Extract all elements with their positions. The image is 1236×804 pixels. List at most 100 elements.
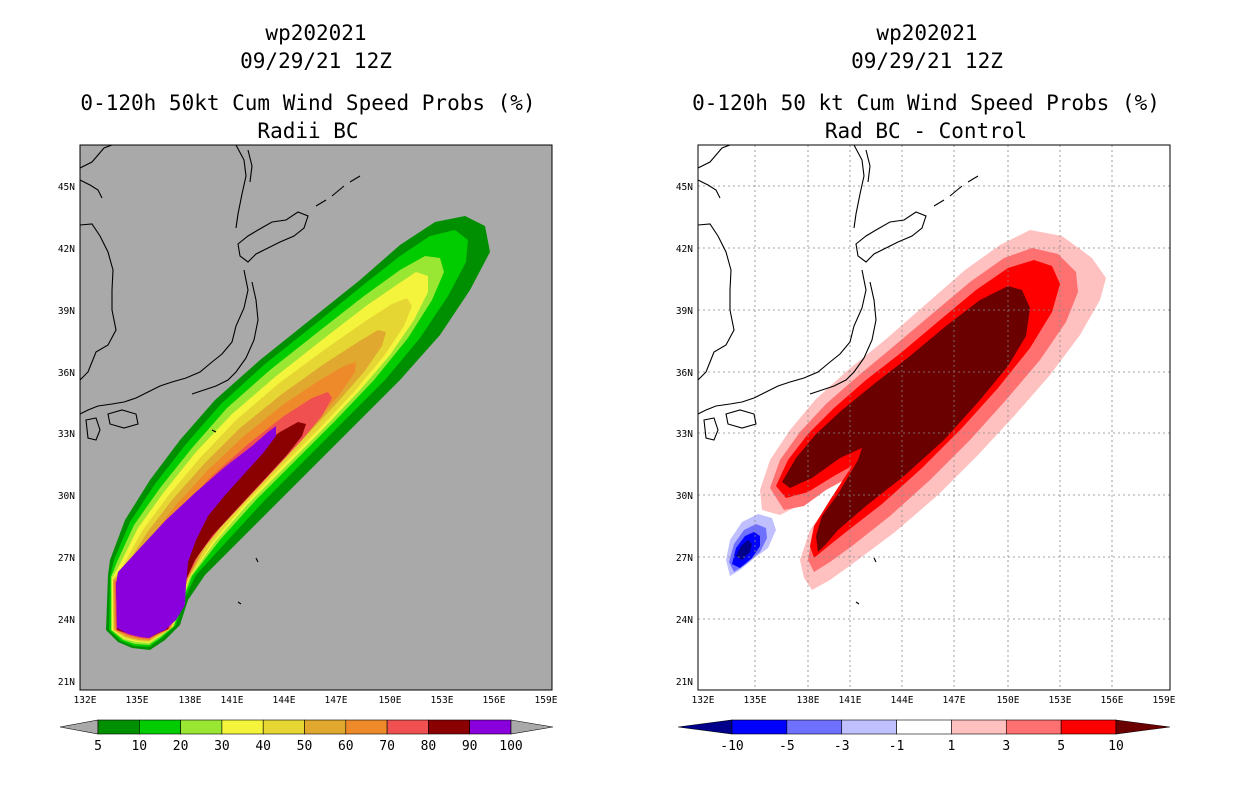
right-map-frame <box>697 144 1171 691</box>
colorbar-cell <box>345 719 388 735</box>
lat-label: 27N <box>676 553 693 564</box>
shikoku-kyushu-coast <box>85 409 139 441</box>
sakhalin-coast <box>235 145 253 229</box>
lat-label: 24N <box>676 615 693 626</box>
small-islands <box>211 429 259 605</box>
colorbar-cell <box>951 719 1007 735</box>
asia-mainland-coast <box>80 145 117 381</box>
colorbar-label: 60 <box>338 739 354 754</box>
lon-label: 147E <box>325 695 348 706</box>
lon-label: 144E <box>891 695 914 706</box>
colorbar-cell <box>896 719 952 735</box>
diff-below-neg-10 <box>736 540 752 560</box>
colorbar-label: -3 <box>834 739 850 754</box>
lat-label: 33N <box>58 429 75 440</box>
lon-label: 144E <box>273 695 296 706</box>
lon-label: 150E <box>379 695 402 706</box>
asia-mainland-coast <box>698 145 735 381</box>
contour-90 <box>116 426 276 638</box>
colorbar-label: 90 <box>462 739 478 754</box>
right-gridlines <box>698 145 1170 690</box>
lat-label: 42N <box>676 244 693 255</box>
lon-label: 138E <box>797 695 820 706</box>
right-lat-axis: 45N 42N 39N 36N 33N 30N 27N 24N 21N <box>676 182 693 688</box>
left-lat-axis: 45N 42N 39N 36N 33N 30N 27N 24N 21N <box>58 182 75 688</box>
colorbar-cell <box>731 719 788 735</box>
lon-label: 159E <box>535 695 558 706</box>
right-panel: wp202021 09/29/21 12Z 0-120h 50 kt Cum W… <box>676 21 1176 754</box>
colorbar-label: -5 <box>779 739 795 754</box>
colorbar-cells <box>677 719 1171 735</box>
kuril-islands <box>933 175 979 207</box>
shikoku-kyushu-coast <box>703 409 757 441</box>
right-subtitle: Rad BC - Control <box>825 119 1027 143</box>
lon-label: 150E <box>997 695 1020 706</box>
hokkaido-coast <box>237 211 309 263</box>
lon-label: 159E <box>1153 695 1176 706</box>
lat-label: 30N <box>676 491 693 502</box>
colorbar-label: 30 <box>214 739 230 754</box>
right-lon-axis: 132E 135E 138E 141E 144E 147E 150E 153E … <box>692 695 1176 706</box>
small-islands <box>855 557 877 605</box>
honshu-coast <box>80 269 259 415</box>
colorbar-low-arrow <box>59 719 99 735</box>
lon-label: 132E <box>692 695 715 706</box>
colorbar-cell <box>1060 719 1117 735</box>
colorbar-label: 50 <box>297 739 313 754</box>
right-title: 0-120h 50 kt Cum Wind Speed Probs (%) <box>692 91 1160 115</box>
lon-label: 132E <box>74 695 97 706</box>
colorbar-cell <box>304 719 347 735</box>
lon-label: 138E <box>179 695 202 706</box>
colorbar-cell <box>139 719 181 735</box>
colorbar-label: 1 <box>948 739 956 754</box>
lat-label: 45N <box>676 182 693 193</box>
colorbar-label: 10 <box>131 739 147 754</box>
right-storm-id: wp202021 <box>876 21 977 45</box>
colorbar-cell <box>221 719 264 735</box>
colorbar-cell <box>180 719 223 735</box>
left-probability-contours <box>106 216 490 650</box>
lat-label: 30N <box>58 491 75 502</box>
colorbar-label: -10 <box>720 739 743 754</box>
colorbar-high-arrow <box>510 719 554 735</box>
colorbar-label: 5 <box>1057 739 1065 754</box>
lat-label: 42N <box>58 244 75 255</box>
colorbar-low-arrow <box>677 719 733 735</box>
colorbar-cell <box>386 719 429 735</box>
colorbar-cell <box>1005 719 1062 735</box>
left-colorbar: 5 10 20 30 40 50 60 70 80 90 100 <box>59 719 554 754</box>
lat-label: 45N <box>58 182 75 193</box>
right-difference-contours <box>726 230 1106 590</box>
lat-label: 21N <box>676 677 693 688</box>
left-map-frame <box>79 144 553 691</box>
colorbar-cell <box>469 719 512 735</box>
colorbar-label: -1 <box>889 739 905 754</box>
lat-label: 36N <box>676 368 693 379</box>
colorbar-label: 40 <box>255 739 271 754</box>
left-lon-axis: 132E 135E 138E 141E 144E 147E 150E 153E … <box>74 695 558 706</box>
lon-label: 147E <box>943 695 966 706</box>
colorbar-label: 70 <box>379 739 395 754</box>
honshu-coast <box>698 269 877 415</box>
lon-label: 135E <box>744 695 767 706</box>
colorbar-cell <box>428 719 470 735</box>
left-subtitle: Radii BC <box>257 119 358 143</box>
lon-label: 153E <box>431 695 454 706</box>
colorbar-label: 3 <box>1002 739 1010 754</box>
lon-label: 156E <box>1101 695 1124 706</box>
left-panel: wp202021 09/29/21 12Z 0-120h 50kt Cum Wi… <box>58 21 558 754</box>
right-colorbar: -10 -5 -3 -1 1 3 5 10 <box>677 719 1171 754</box>
kuril-islands <box>315 175 361 207</box>
lon-label: 141E <box>839 695 862 706</box>
left-title: 0-120h 50kt Cum Wind Speed Probs (%) <box>80 91 535 115</box>
colorbar-cell <box>262 719 305 735</box>
left-coastline <box>80 145 361 605</box>
lat-label: 21N <box>58 677 75 688</box>
lat-label: 24N <box>58 615 75 626</box>
colorbar-label: 20 <box>173 739 189 754</box>
left-storm-id: wp202021 <box>265 21 366 45</box>
hokkaido-coast <box>855 211 927 263</box>
colorbar-label: 100 <box>499 739 522 754</box>
colorbar-cell <box>786 719 843 735</box>
